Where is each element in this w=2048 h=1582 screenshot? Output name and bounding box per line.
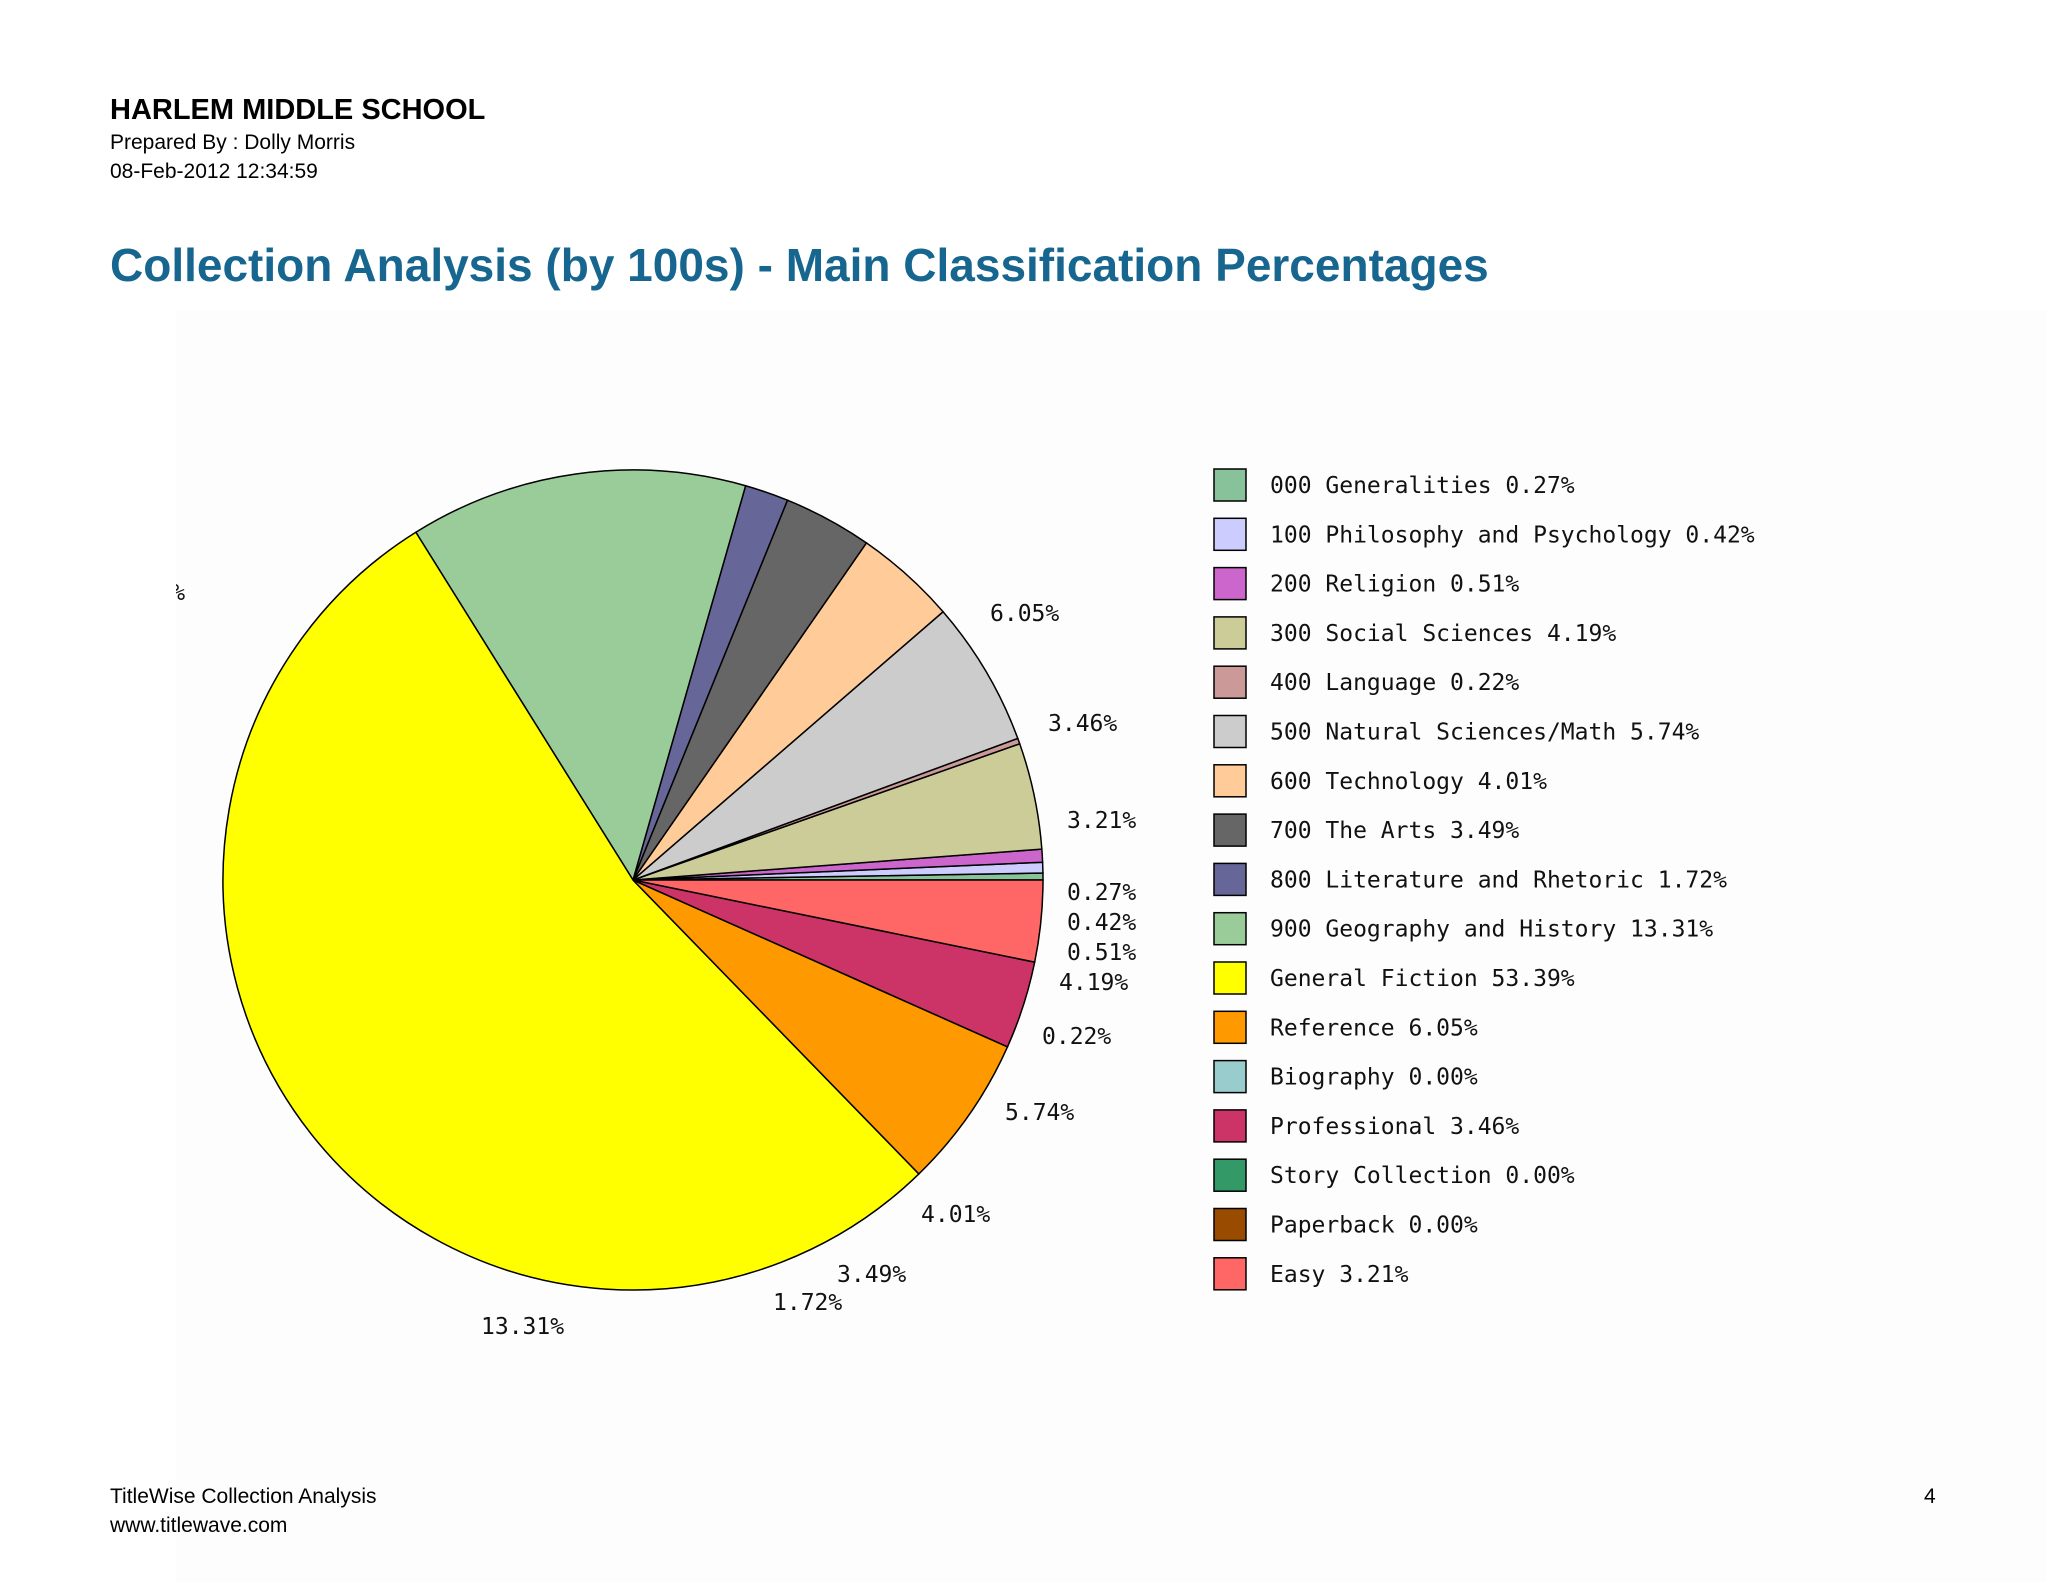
legend-swatch-reference — [1213, 1010, 1247, 1045]
slice-label-900-geography-and-history: 13.31% — [481, 1314, 564, 1340]
slice-label-600-technology: 4.01% — [921, 1202, 990, 1228]
legend-label-900-geography-and-history: 900 Geography and History 13.31% — [1270, 917, 1713, 943]
legend-label-paperback: Paperback 0.00% — [1270, 1213, 1478, 1239]
slice-label-100-philosophy-and-psychology: 0.42% — [1067, 910, 1136, 936]
legend-label-biography: Biography 0.00% — [1270, 1065, 1478, 1091]
slice-label-300-social-sciences: 4.19% — [1059, 970, 1128, 996]
pie-slice-easy — [632, 879, 1044, 964]
pie-chart: 0.27% 0.42% 0.51% 4.19% 0.22% 5.74% 4.01% 3.49%… — [176, 468, 1755, 1340]
slice-label-000-generalities: 0.27% — [1067, 880, 1136, 906]
legend-label-700-the-arts: 700 The Arts 3.49% — [1270, 818, 1519, 844]
footer-product: TitleWise Collection Analysis — [110, 1485, 377, 1508]
legend-swatch-400-language — [1213, 665, 1247, 699]
legend-label-300-social-sciences: 300 Social Sciences 4.19% — [1270, 621, 1616, 647]
slice-labels: 0.27% 0.42% 0.51% 4.19% 0.22% 5.74% 4.01% 3.49%… — [176, 580, 1136, 1340]
legend-swatch-professional — [1213, 1109, 1247, 1143]
slice-label-reference: 6.05% — [990, 601, 1059, 627]
slice-label-general-fiction: 53.39% — [176, 580, 185, 606]
legend-swatch-general-fiction — [1213, 961, 1247, 995]
school-name: HARLEM MIDDLE SCHOOL — [110, 94, 486, 126]
legend-label-general-fiction: General Fiction 53.39% — [1270, 966, 1575, 992]
legend-swatch-biography — [1213, 1059, 1247, 1094]
legend-label-story-collection: Story Collection 0.00% — [1270, 1163, 1575, 1189]
pie-slice-general-fiction — [222, 531, 920, 1291]
slice-label-professional: 3.46% — [1048, 711, 1117, 737]
legend-label-professional: Professional 3.46% — [1270, 1114, 1519, 1140]
chart-legend: 000 Generalities 0.27% 100 Philosophy and… — [1213, 468, 1755, 1291]
legend-swatch-900-geography-and-history — [1213, 911, 1247, 946]
slice-label-400-language: 0.22% — [1042, 1024, 1111, 1050]
legend-swatch-700-the-arts — [1213, 813, 1247, 847]
legend-label-800-literature-and-rhetoric: 800 Literature and Rhetoric 1.72% — [1270, 867, 1727, 893]
chart-panel: 0.27% 0.42% 0.51% 4.19% 0.22% 5.74% 4.01% 3.49%… — [176, 310, 2046, 1582]
legend-swatch-500-natural-sciences-math — [1213, 714, 1247, 749]
legend-swatch-easy — [1213, 1257, 1247, 1291]
prepared-by: Prepared By : Dolly Morris — [110, 131, 356, 154]
footer: TitleWise Collection Analysis www.titlew… — [110, 1482, 376, 1540]
legend-label-200-religion: 200 Religion 0.51% — [1270, 572, 1519, 598]
legend-swatch-000-generalities — [1213, 468, 1247, 502]
pie-slice-reference — [632, 879, 1009, 1175]
pie-slice-900-geography-and-history — [414, 469, 747, 882]
report-header: HARLEM MIDDLE SCHOOL Prepared By : Dolly… — [110, 92, 485, 186]
slice-label-easy: 3.21% — [1067, 808, 1136, 834]
legend-label-000-generalities: 000 Generalities 0.27% — [1270, 473, 1575, 499]
legend-swatch-200-religion — [1213, 566, 1247, 601]
slice-label-200-religion: 0.51% — [1067, 940, 1136, 966]
slice-label-500-natural-sciences-math: 5.74% — [1005, 1100, 1074, 1126]
legend-label-400-language: 400 Language 0.22% — [1270, 670, 1519, 696]
legend-label-600-technology: 600 Technology 4.01% — [1270, 769, 1547, 795]
legend-swatch-300-social-sciences — [1213, 616, 1247, 650]
legend-swatch-800-literature-and-rhetoric — [1213, 862, 1247, 897]
page-title: Collection Analysis (by 100s) - Main Cla… — [110, 239, 1489, 291]
slice-label-700-the-arts: 3.49% — [837, 1262, 906, 1288]
legend-swatch-600-technology — [1213, 764, 1247, 798]
legend-label-reference: Reference 6.05% — [1270, 1015, 1478, 1041]
legend-swatch-100-philosophy-and-psychology — [1213, 517, 1247, 552]
report-date: 08-Feb-2012 12:34:59 — [110, 160, 318, 183]
slice-label-800-literature-and-rhetoric: 1.72% — [773, 1290, 842, 1316]
legend-label-500-natural-sciences-math: 500 Natural Sciences/Math 5.74% — [1270, 720, 1699, 746]
pie-slices — [222, 469, 1044, 1291]
legend-label-easy: Easy 3.21% — [1270, 1262, 1409, 1288]
legend-swatch-story-collection — [1213, 1158, 1247, 1192]
page-number: 4 — [1924, 1485, 1936, 1508]
legend-label-100-philosophy-and-psychology: 100 Philosophy and Psychology 0.42% — [1270, 522, 1755, 548]
legend-swatch-paperback — [1213, 1207, 1247, 1242]
footer-website: www.titlewave.com — [110, 1514, 288, 1537]
pie-slice-500-natural-sciences-math — [632, 610, 1019, 881]
